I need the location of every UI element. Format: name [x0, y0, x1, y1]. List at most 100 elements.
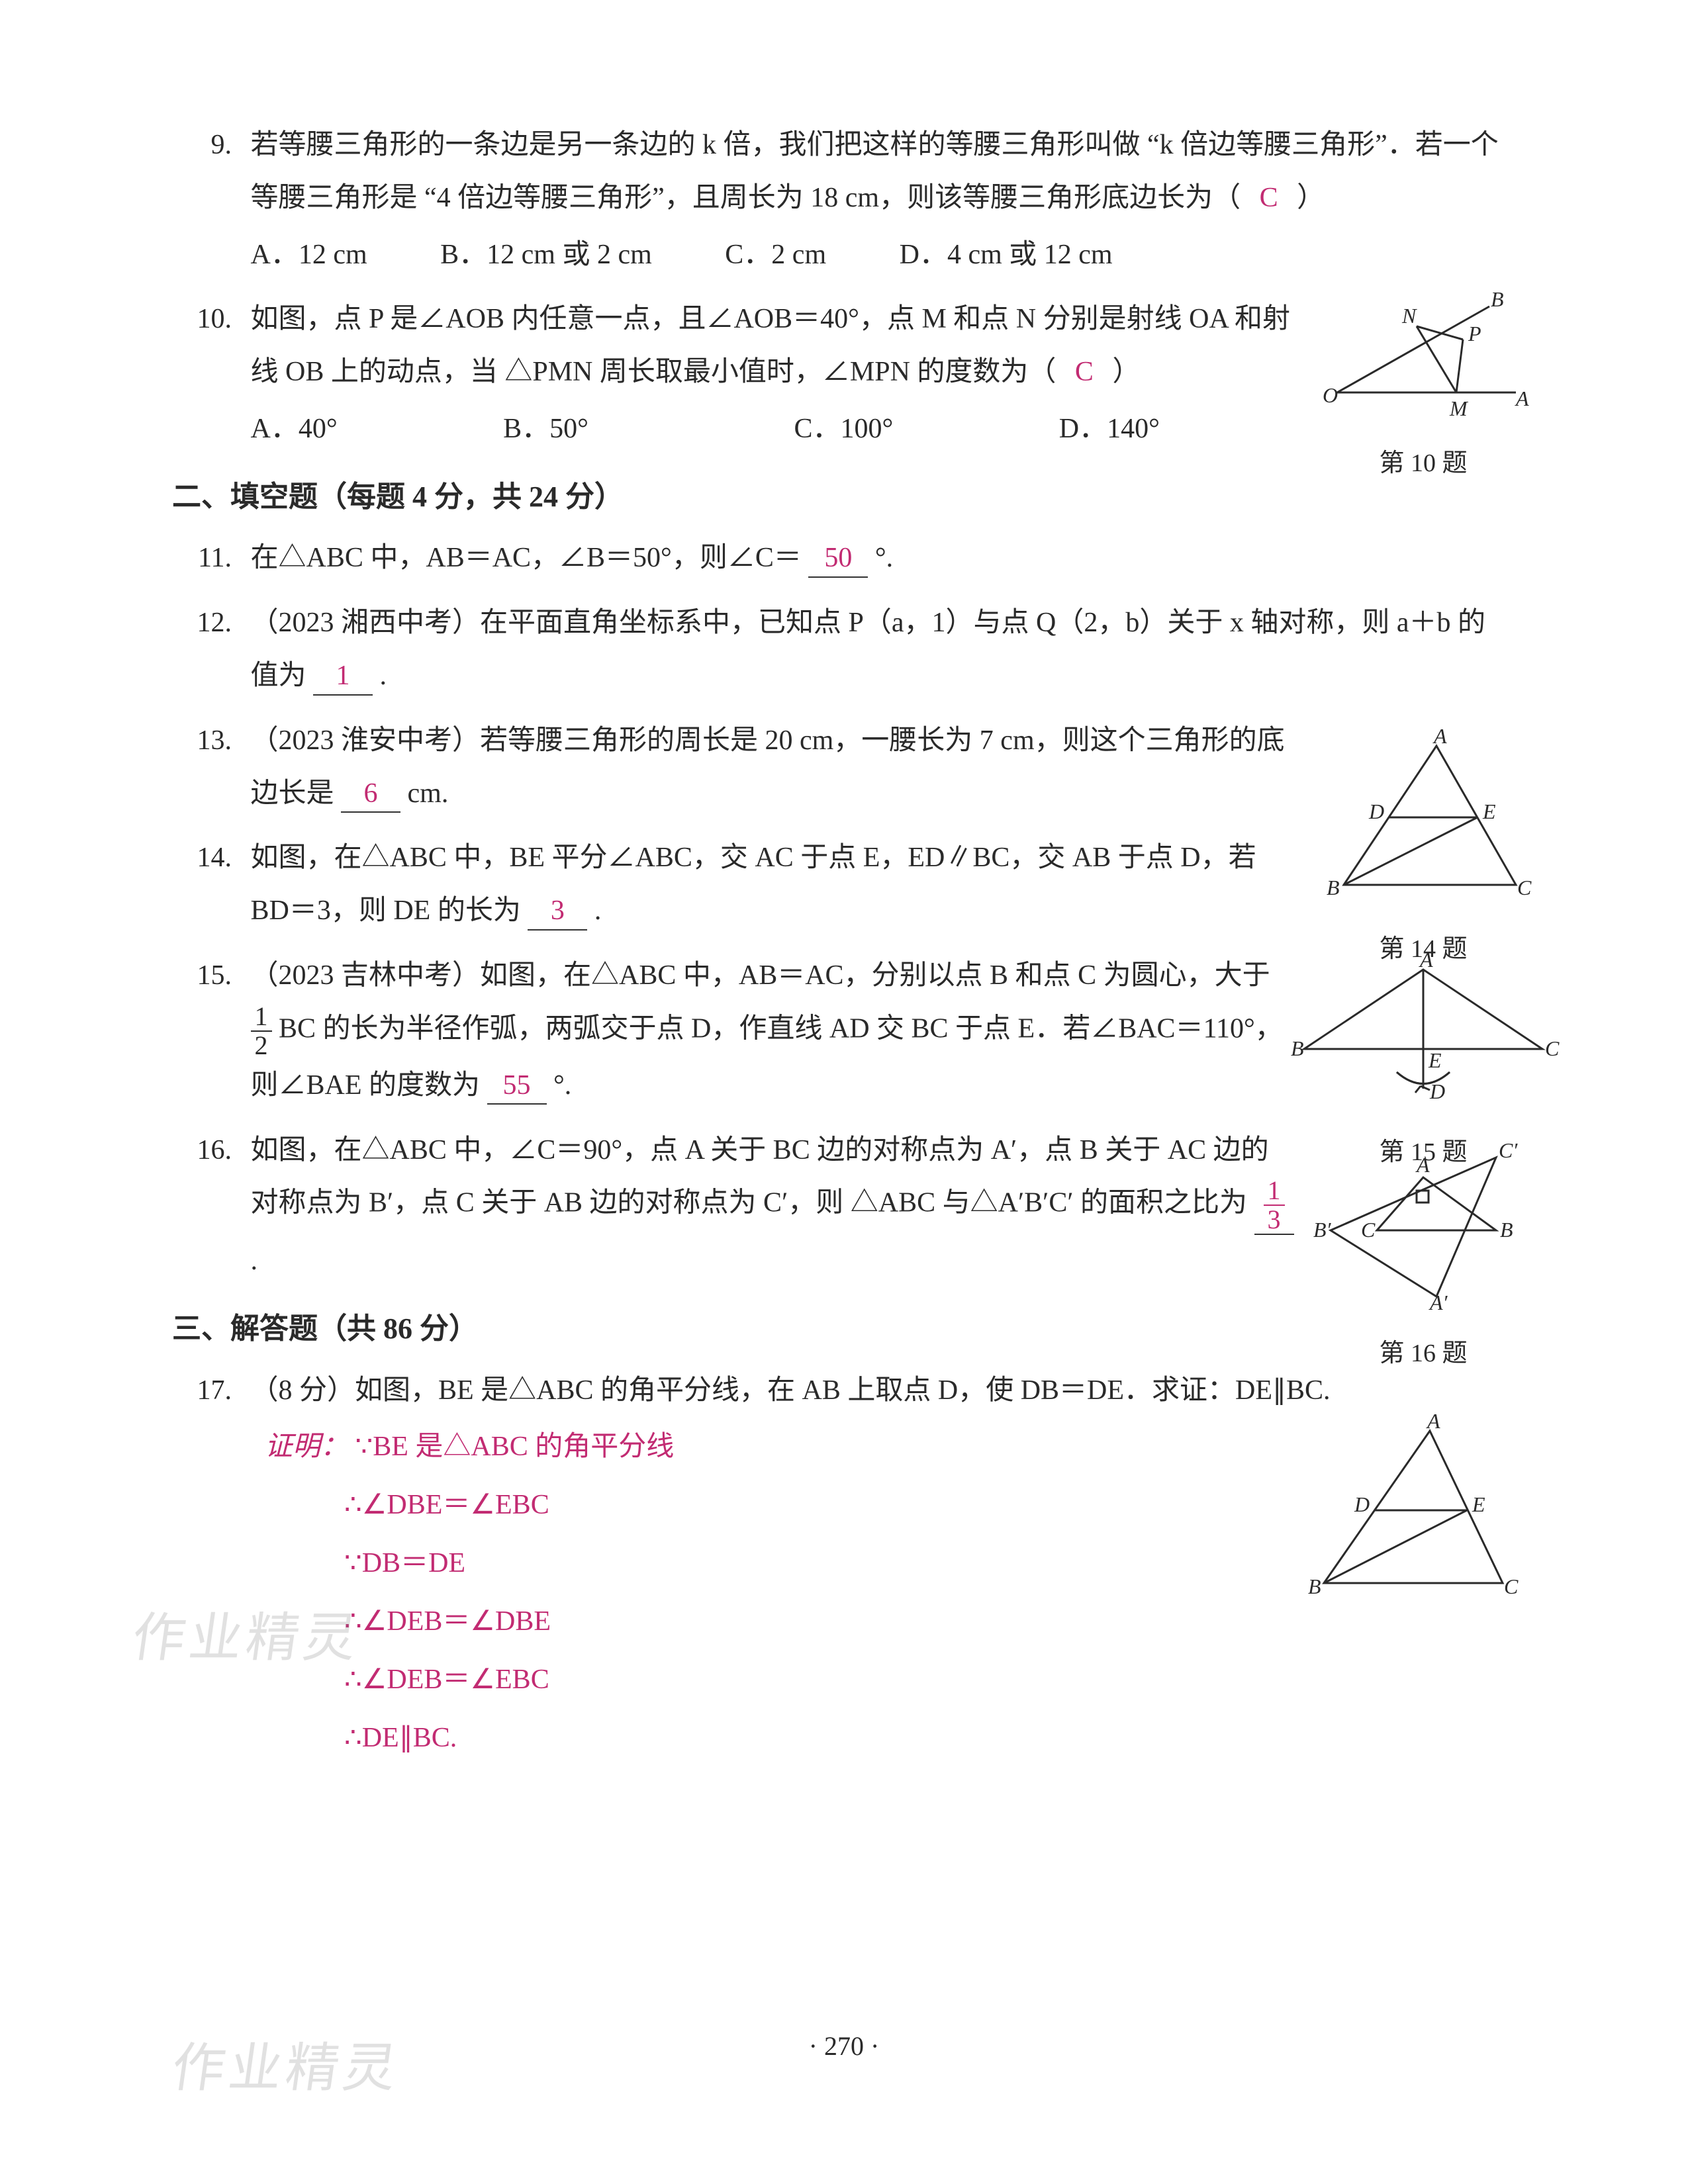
- label-D: D: [1368, 799, 1384, 823]
- option-b: B．12 cm 或 2 cm: [440, 229, 652, 282]
- problem-body: 若等腰三角形的一条边是另一条边的 k 倍，我们把这样的等腰三角形叫做 “k 倍边…: [251, 119, 1509, 281]
- fill-blank-frac: 1 3: [1254, 1177, 1294, 1235]
- problem-number: 13.: [172, 715, 232, 768]
- proof-line-1: ∴∠DBE＝∠EBC: [344, 1476, 549, 1534]
- problem-number: 11.: [172, 532, 232, 585]
- label-E: E: [1472, 1492, 1485, 1516]
- label-C: C: [1361, 1218, 1376, 1242]
- problem-number: 14.: [172, 832, 232, 885]
- page: 9. 若等腰三角形的一条边是另一条边的 k 倍，我们把这样的等腰三角形叫做 “k…: [0, 0, 1688, 2184]
- label-M: M: [1449, 396, 1469, 420]
- mc-answer: C: [1248, 183, 1290, 213]
- label-A: A: [1426, 1409, 1440, 1433]
- figure-14: A B C D E 第 14 题: [1304, 733, 1542, 972]
- label-B: B: [1491, 287, 1504, 311]
- text-post: .: [251, 1246, 258, 1276]
- text-post: cm.: [408, 778, 449, 809]
- proof-label: 证明：: [265, 1432, 348, 1462]
- option-d: D．4 cm 或 12 cm: [900, 229, 1113, 282]
- label-C: C: [1517, 876, 1532, 899]
- figure-10: O A B M N P 第 10 题: [1304, 287, 1542, 486]
- fill-blank: 1: [313, 658, 373, 696]
- figure-14-svg: A B C D E: [1317, 733, 1529, 905]
- problem-number: 17.: [172, 1365, 232, 1418]
- label-D: D: [1354, 1492, 1370, 1516]
- label-P: P: [1468, 322, 1481, 345]
- option-c: C．2 cm: [725, 229, 826, 282]
- problem-body: 如图，在△ABC 中，BE 平分∠ABC，交 AC 于点 E，ED∥BC，交 A…: [251, 832, 1297, 938]
- text-pre2: BC 的长为半径作弧，两弧交于点 D，作直线 AD 交 BC 于点 E．若∠BA…: [251, 1013, 1283, 1100]
- frac-den: 3: [1264, 1206, 1285, 1234]
- problem-body: （2023 吉林中考）如图，在△ABC 中，AB＝AC，分别以点 B 和点 C …: [251, 950, 1297, 1113]
- frac-den: 2: [251, 1032, 272, 1060]
- problem-number: 12.: [172, 597, 232, 650]
- label-N: N: [1401, 304, 1417, 328]
- problem-11: 11. 在△ABC 中，AB＝AC，∠B＝50°，则∠C＝ 50 °.: [172, 532, 1516, 585]
- text-post: °.: [875, 543, 893, 573]
- label-B: B: [1308, 1574, 1321, 1598]
- problem-15: 15. （2023 吉林中考）如图，在△ABC 中，AB＝AC，分别以点 B 和…: [172, 950, 1516, 1113]
- mc-answer: C: [1063, 357, 1105, 387]
- proof-line-3: ∴∠DEB＝∠DBE: [344, 1592, 551, 1651]
- figure-17: A B C D E: [1291, 1418, 1529, 1619]
- label-A: A: [1415, 1153, 1430, 1177]
- problem-number: 16.: [172, 1124, 232, 1177]
- problem-text: （8 分）如图，BE 是△ABC 的角平分线，在 AB 上取点 D，使 DB＝D…: [251, 1375, 1331, 1406]
- text-pre: 如图，在△ABC 中，∠C＝90°，点 A 关于 BC 边的对称点为 A′，点 …: [251, 1135, 1269, 1218]
- option-a: A．12 cm: [251, 229, 367, 282]
- label-E: E: [1482, 799, 1496, 823]
- close-paren: ）: [1297, 183, 1325, 213]
- problem-body: （2023 湘西中考）在平面直角坐标系中，已知点 P（a，1）与点 Q（2，b）…: [251, 597, 1509, 703]
- fraction-half: 1 2: [251, 1003, 272, 1060]
- fill-blank: 3: [528, 893, 587, 931]
- close-paren: ）: [1112, 357, 1140, 387]
- problem-10: 10. 如图，点 P 是∠AOB 内任意一点，且∠AOB＝40°，点 M 和点 …: [172, 293, 1516, 455]
- figure-16-svg: A B C A′ B′ C′: [1311, 1138, 1536, 1310]
- options-row: A．40° B．50° C．100° D．140°: [251, 403, 1297, 456]
- frac-num: 1: [1264, 1177, 1285, 1206]
- label-Cp: C′: [1499, 1138, 1518, 1162]
- text-post: .: [594, 895, 602, 926]
- problem-number: 10.: [172, 293, 232, 346]
- label-B: B: [1500, 1218, 1513, 1242]
- option-c: C．100°: [794, 403, 893, 456]
- proof-line-5: ∴DE∥BC.: [344, 1709, 457, 1767]
- label-A: A: [1515, 387, 1529, 410]
- page-number: · 270 ·: [0, 2021, 1688, 2071]
- text-pre: （2023 淮安中考）若等腰三角形的周长是 20 cm，一腰长为 7 cm，则这…: [251, 725, 1285, 809]
- problem-body: （8 分）如图，BE 是△ABC 的角平分线，在 AB 上取点 D，使 DB＝D…: [251, 1365, 1509, 1418]
- problem-12: 12. （2023 湘西中考）在平面直角坐标系中，已知点 P（a，1）与点 Q（…: [172, 597, 1516, 703]
- problem-body: （2023 淮安中考）若等腰三角形的周长是 20 cm，一腰长为 7 cm，则这…: [251, 715, 1297, 821]
- fill-blank: 55: [487, 1068, 547, 1105]
- option-b: B．50°: [503, 403, 588, 456]
- proof-line-2: ∵DB＝DE: [344, 1534, 465, 1592]
- figure-16: A B C A′ B′ C′ 第 16 题: [1304, 1138, 1542, 1377]
- problem-14: 14. 如图，在△ABC 中，BE 平分∠ABC，交 AC 于点 E，ED∥BC…: [172, 832, 1516, 938]
- option-d: D．140°: [1059, 403, 1160, 456]
- problem-16: 16. 如图，在△ABC 中，∠C＝90°，点 A 关于 BC 边的对称点为 A…: [172, 1124, 1516, 1289]
- frac-num: 1: [251, 1003, 272, 1032]
- label-Bp: B′: [1313, 1218, 1332, 1242]
- label-A: A: [1432, 724, 1447, 748]
- answer-fraction: 1 3: [1264, 1177, 1285, 1234]
- figure-15-svg: A B C E D: [1291, 956, 1556, 1109]
- problem-17: 17. （8 分）如图，BE 是△ABC 的角平分线，在 AB 上取点 D，使 …: [172, 1365, 1516, 1768]
- problem-number: 9.: [172, 119, 232, 172]
- text-pre1: （2023 吉林中考）如图，在△ABC 中，AB＝AC，分别以点 B 和点 C …: [251, 960, 1270, 991]
- figure-17-svg: A B C D E: [1304, 1418, 1516, 1603]
- fill-blank: 6: [341, 776, 400, 813]
- figure-10-svg: O A B M N P: [1317, 287, 1529, 419]
- label-A: A: [1419, 948, 1433, 972]
- fill-blank: 50: [808, 540, 868, 578]
- proof-line-4: ∴∠DEB＝∠EBC: [344, 1651, 549, 1709]
- text-pre: （2023 湘西中考）在平面直角坐标系中，已知点 P（a，1）与点 Q（2，b）…: [251, 608, 1485, 691]
- problem-body: 如图，在△ABC 中，∠C＝90°，点 A 关于 BC 边的对称点为 A′，点 …: [251, 1124, 1297, 1289]
- label-B: B: [1327, 876, 1340, 899]
- label-D: D: [1429, 1079, 1445, 1103]
- problem-9: 9. 若等腰三角形的一条边是另一条边的 k 倍，我们把这样的等腰三角形叫做 “k…: [172, 119, 1516, 281]
- options-row: A．12 cm B．12 cm 或 2 cm C．2 cm D．4 cm 或 1…: [251, 229, 1509, 282]
- label-E: E: [1428, 1048, 1442, 1072]
- label-O: O: [1323, 383, 1338, 407]
- problem-number: 15.: [172, 950, 232, 1003]
- text-post: .: [380, 660, 387, 691]
